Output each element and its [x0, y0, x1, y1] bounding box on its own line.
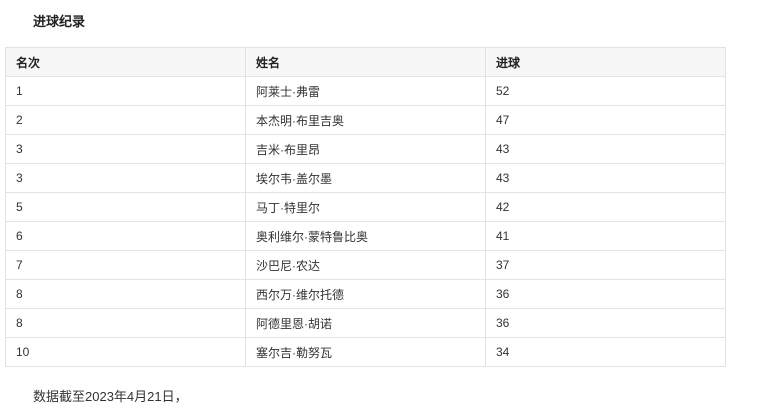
- rank-cell: 10: [5, 337, 246, 367]
- goals-cell: 41: [485, 221, 726, 251]
- rank-cell: 5: [5, 192, 246, 222]
- rank-cell: 1: [5, 76, 246, 106]
- name-cell: 沙巴尼·农达: [245, 250, 486, 280]
- table-row: 1 阿莱士·弗雷 52: [5, 76, 726, 106]
- rank-cell: 3: [5, 163, 246, 193]
- goals-cell: 43: [485, 163, 726, 193]
- name-cell: 西尔万·维尔托德: [245, 279, 486, 309]
- name-cell: 塞尔吉·勒努瓦: [245, 337, 486, 367]
- rank-cell: 3: [5, 134, 246, 164]
- name-cell: 阿德里恩·胡诺: [245, 308, 486, 338]
- table-header-row: 名次 姓名 进球: [5, 47, 726, 77]
- goals-cell: 36: [485, 308, 726, 338]
- column-header-rank: 名次: [5, 47, 246, 77]
- table-row: 8 西尔万·维尔托德 36: [5, 279, 726, 309]
- rank-cell: 7: [5, 250, 246, 280]
- goals-cell: 42: [485, 192, 726, 222]
- rank-cell: 2: [5, 105, 246, 135]
- data-date-note: 数据截至2023年4月21日，: [33, 389, 188, 404]
- name-cell: 埃尔韦·盖尔墨: [245, 163, 486, 193]
- table-row: 10 塞尔吉·勒努瓦 34: [5, 337, 726, 367]
- rank-cell: 6: [5, 221, 246, 251]
- name-cell: 本杰明·布里吉奥: [245, 105, 486, 135]
- name-cell: 奥利维尔·蒙特鲁比奥: [245, 221, 486, 251]
- rank-cell: 8: [5, 279, 246, 309]
- column-header-goals: 进球: [485, 47, 726, 77]
- goals-cell: 43: [485, 134, 726, 164]
- goals-cell: 47: [485, 105, 726, 135]
- table-row: 3 吉米·布里昂 43: [5, 134, 726, 164]
- goal-record-table: 名次 姓名 进球 1 阿莱士·弗雷 52 2 本杰明·布里吉奥 47 3 吉米·布里昂 43 3 埃尔韦…: [5, 47, 726, 367]
- goals-cell: 52: [485, 76, 726, 106]
- table-row: 8 阿德里恩·胡诺 36: [5, 308, 726, 338]
- page-title: 进球纪录: [33, 14, 86, 29]
- table-row: 6 奥利维尔·蒙特鲁比奥 41: [5, 221, 726, 251]
- goals-cell: 34: [485, 337, 726, 367]
- name-cell: 吉米·布里昂: [245, 134, 486, 164]
- column-header-name: 姓名: [245, 47, 486, 77]
- name-cell: 阿莱士·弗雷: [245, 76, 486, 106]
- name-cell: 马丁·特里尔: [245, 192, 486, 222]
- goals-cell: 37: [485, 250, 726, 280]
- table-row: 2 本杰明·布里吉奥 47: [5, 105, 726, 135]
- rank-cell: 8: [5, 308, 246, 338]
- table-row: 5 马丁·特里尔 42: [5, 192, 726, 222]
- goals-cell: 36: [485, 279, 726, 309]
- table-row: 7 沙巴尼·农达 37: [5, 250, 726, 280]
- table-row: 3 埃尔韦·盖尔墨 43: [5, 163, 726, 193]
